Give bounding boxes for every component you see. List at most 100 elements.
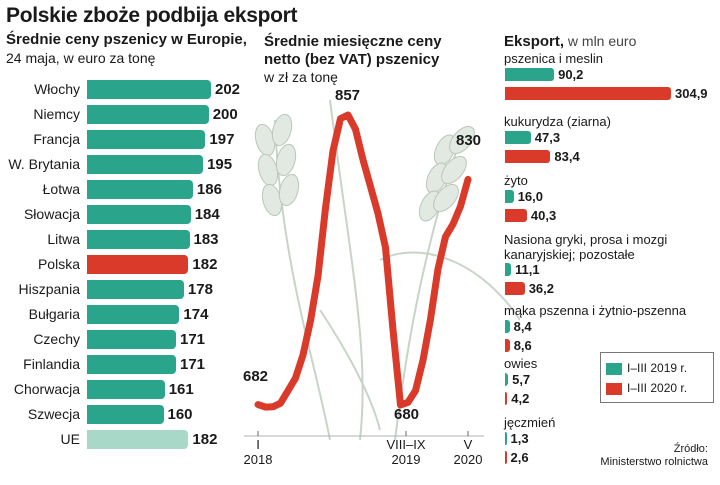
export-value-2020: 83,4 (554, 149, 580, 164)
x-label-end-top: V (463, 437, 473, 452)
export-category-label: kukurydza (ziarna) (504, 114, 611, 129)
export-title: Eksport, w mln euro (504, 33, 636, 51)
line-label-low: 680 (394, 406, 420, 423)
export-category-label: żyto (504, 173, 528, 188)
price-bar (87, 180, 193, 199)
legend-item-2020: I–III 2020 r. (606, 381, 687, 395)
export-bar-2019 (505, 68, 555, 81)
price-value-label: 183 (193, 231, 219, 248)
export-category-label: Nasiona gryki, prosa i mozgi kanaryjskie… (504, 232, 668, 262)
export-category-label: pszenica i meslin (504, 51, 603, 66)
price-country-label: Czechy (33, 331, 80, 347)
price-country-label: Hiszpania (18, 281, 80, 297)
export-value-2020: 36,2 (528, 281, 554, 296)
export-category-label: owies (504, 356, 538, 371)
price-bar (87, 105, 209, 124)
price-value-label: 197 (209, 131, 235, 148)
legend-swatch-2020 (606, 382, 622, 395)
export-value-2019: 5,7 (512, 372, 531, 387)
price-bar (87, 130, 206, 149)
source-label: Źródło: (673, 443, 708, 455)
price-bar (87, 380, 165, 399)
export-category-label: mąka pszenna i żytnio-pszenna (504, 303, 687, 318)
price-bar (87, 305, 180, 324)
price-value-label: 195 (207, 156, 233, 173)
export-bar-2019 (505, 320, 510, 333)
export-value-2019: 47,3 (534, 130, 561, 145)
x-label-mid-bottom: 2019 (391, 452, 421, 467)
price-value-label: 174 (183, 306, 209, 323)
x-label-start-bottom: 2018 (243, 452, 273, 467)
export-bar-2020 (505, 282, 525, 295)
price-bar (87, 280, 184, 299)
price-value-label: 184 (194, 206, 220, 223)
price-value-label: 160 (167, 406, 193, 423)
price-value-label: 171 (180, 331, 206, 348)
price-country-label: Francja (33, 131, 80, 147)
price-value-label: 182 (192, 431, 218, 448)
price-bar (87, 330, 176, 349)
export-value-2019: 8,4 (513, 319, 532, 334)
export-bar-2019 (505, 263, 511, 276)
legend: I–III 2019 r. I–III 2020 r. (600, 352, 714, 403)
export-bar-2020 (505, 392, 508, 405)
price-value-label: 182 (192, 256, 218, 273)
price-country-label: Włochy (34, 81, 80, 97)
wheat-illustration (254, 99, 520, 441)
price-value-label: 161 (168, 381, 194, 398)
monthly-price-title-line1: Średnie miesięczne ceny (264, 33, 442, 50)
line-label-peak: 857 (335, 87, 361, 104)
export-value-2020: 40,3 (530, 208, 557, 223)
export-value-2020: 4,2 (511, 391, 530, 406)
legend-item-2019: I–III 2019 r. (606, 361, 687, 375)
price-bar (87, 155, 204, 174)
price-value-label: 202 (215, 81, 241, 98)
monthly-price-title-line2: netto (bez VAT) pszenicy (264, 51, 440, 68)
price-line (254, 111, 472, 411)
price-chart-title: Średnie ceny pszenicy w Europie, (6, 31, 247, 48)
legend-label-2020: I–III 2020 r. (627, 381, 688, 395)
price-country-label: Bułgaria (28, 306, 80, 322)
legend-swatch-2019 (606, 362, 622, 375)
price-country-label: Polska (37, 256, 80, 272)
price-chart-subtitle: 24 maja, w euro za tonę (6, 50, 156, 66)
x-label-end-bottom: 2020 (453, 452, 483, 467)
price-country-label: W. Brytania (8, 156, 80, 172)
export-bar-2019 (505, 131, 531, 144)
price-bar (87, 255, 189, 274)
export-value-2019: 11,1 (515, 262, 540, 277)
export-bar-2020 (505, 87, 671, 100)
price-bar (87, 355, 176, 374)
export-title-bold: Eksport, (504, 33, 565, 50)
price-bar (87, 405, 164, 424)
price-country-label: Chorwacja (13, 381, 80, 397)
price-bar (87, 205, 191, 224)
x-label-start-top: I (256, 437, 260, 452)
export-title-rest: w mln euro (564, 33, 637, 49)
price-country-label: Łotwa (42, 181, 80, 197)
x-label-mid-top: VIII–IX (386, 437, 426, 452)
price-country-label: Finlandia (23, 356, 80, 372)
price-country-label: Słowacja (23, 206, 80, 222)
export-value-2019: 1,3 (510, 431, 529, 446)
price-value-label: 178 (187, 281, 213, 298)
price-country-label: UE (60, 431, 80, 447)
export-bar-2020 (505, 209, 527, 222)
price-bar (87, 430, 189, 449)
export-value-2020: 304,9 (675, 86, 708, 101)
export-value-2019: 16,0 (517, 189, 543, 204)
line-label-start: 682 (243, 368, 269, 385)
price-bar (87, 80, 211, 99)
source-name: Ministerstwo rolnictwa (600, 456, 708, 468)
export-bar-2019 (505, 190, 514, 203)
export-value-2019: 90,2 (558, 67, 584, 82)
export-bar-2020 (505, 339, 510, 352)
page-title: Polskie zboże podbija eksport (6, 4, 298, 27)
export-value-2020: 2,6 (510, 450, 529, 465)
price-value-label: 171 (180, 356, 206, 373)
line-label-end: 830 (456, 132, 482, 149)
export-category-label: jęczmień (504, 415, 556, 430)
price-value-label: 186 (196, 181, 222, 198)
legend-label-2019: I–III 2019 r. (627, 361, 688, 375)
